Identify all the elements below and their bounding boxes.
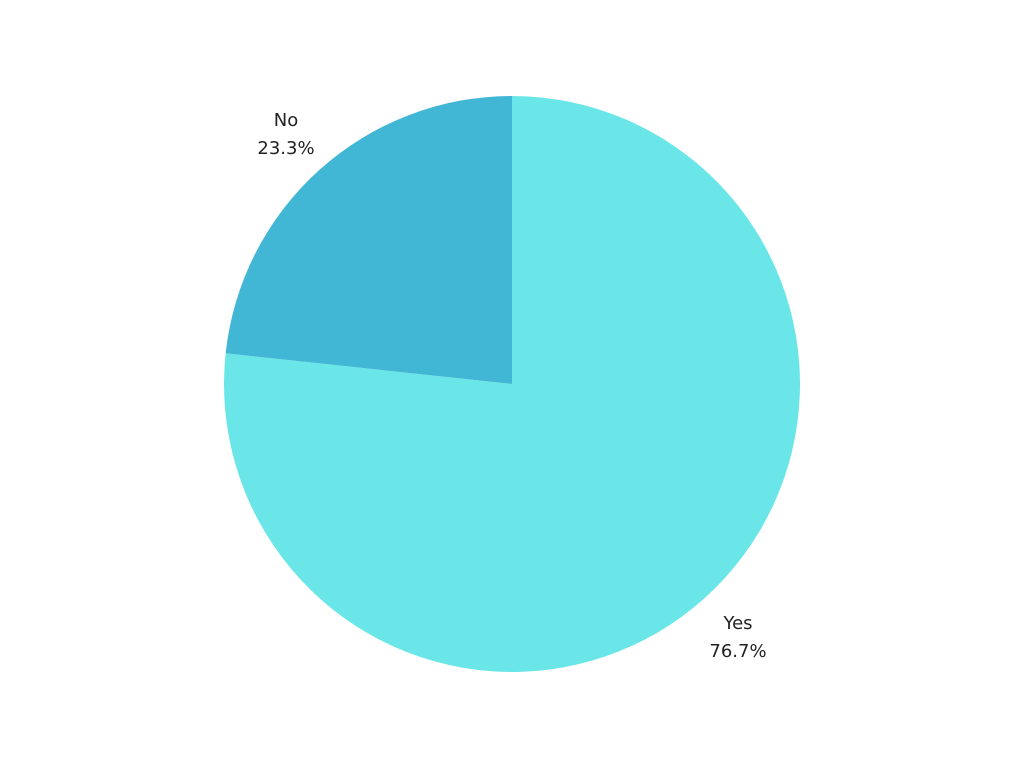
slice-value-yes: 76.7% [709,641,766,662]
slice-value-no: 23.3% [257,138,314,159]
pie-slice-yes [223,96,800,672]
pie-slice-no [225,96,513,384]
slice-label-yes: Yes [722,613,752,634]
slice-label-no: No [274,110,298,131]
